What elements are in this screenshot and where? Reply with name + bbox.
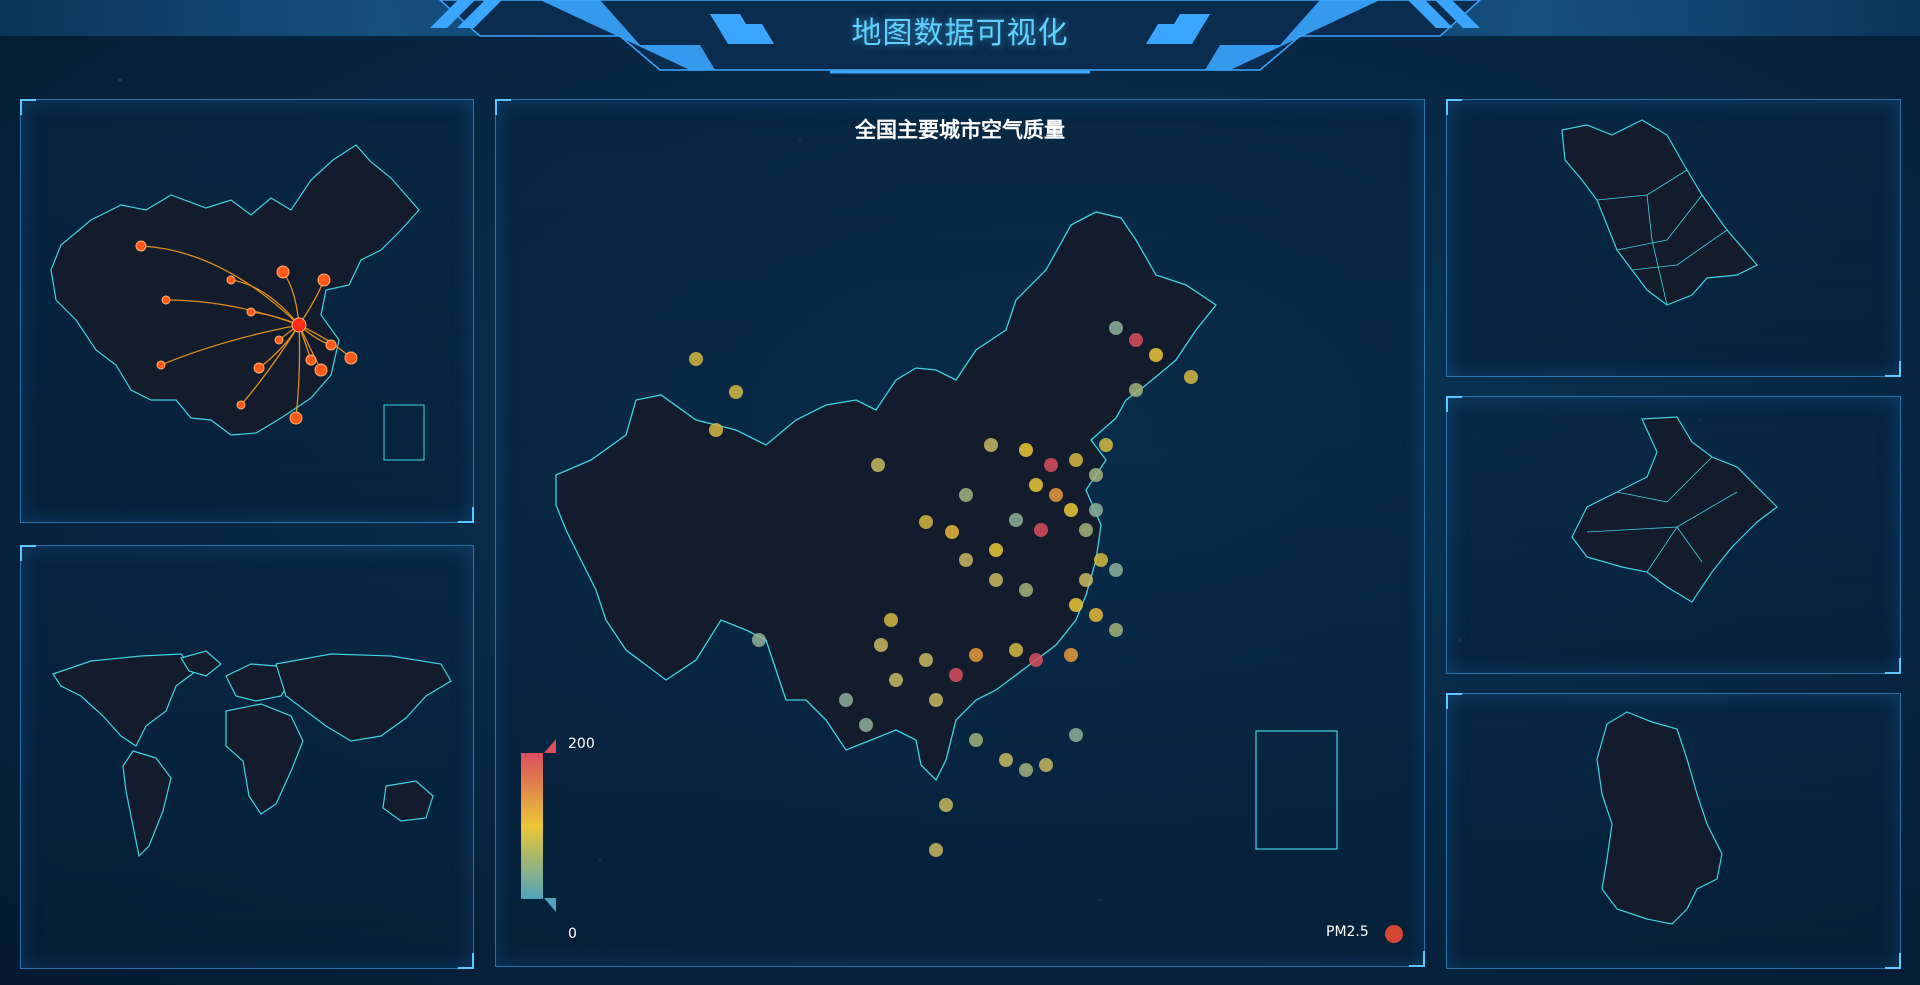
header: 地图数据可视化: [0, 0, 1920, 80]
continent-asia: [275, 653, 452, 742]
visual-map-handle-max[interactable]: [544, 739, 556, 753]
visual-map-max-label: 200: [568, 736, 595, 752]
flow-nodes: [135, 240, 358, 425]
panel-china-migration-map: [20, 99, 474, 523]
visual-map-gradient[interactable]: [521, 753, 543, 899]
panel-world-map: [20, 545, 474, 969]
legend-series-label[interactable]: PM2.5: [1326, 924, 1369, 940]
panel-province-map-1: [1446, 99, 1901, 377]
province-map-3: [1596, 711, 1723, 925]
continent-north-america: [52, 653, 197, 747]
panel-province-map-2: [1446, 396, 1901, 674]
continent-australia: [382, 780, 434, 822]
panel-air-quality-map: 全国主要城市空气质量: [495, 99, 1425, 967]
header-decoration: [430, 0, 1482, 74]
page-title: 地图数据可视化: [851, 16, 1069, 51]
china-outline: [50, 144, 420, 436]
continent-south-america: [122, 750, 172, 858]
visual-map-min-label: 0: [568, 926, 577, 942]
china-outline: [555, 211, 1217, 782]
legend-series-marker[interactable]: [1385, 925, 1403, 943]
panel-province-map-3: [1446, 693, 1901, 969]
world-map: [52, 650, 452, 858]
visual-map-handle-min[interactable]: [544, 898, 556, 912]
map-title: 全国主要城市空气质量: [855, 118, 1065, 142]
province-map-2: [1571, 416, 1778, 603]
air-quality-map: [555, 211, 1338, 857]
province-map-1: [1561, 119, 1758, 306]
city-scatter: [689, 321, 1198, 857]
south-sea-inset: [1255, 730, 1338, 850]
south-sea-inset: [383, 404, 425, 461]
continent-greenland: [180, 650, 222, 677]
china-migration-map: [50, 144, 425, 461]
continent-africa: [225, 703, 304, 815]
